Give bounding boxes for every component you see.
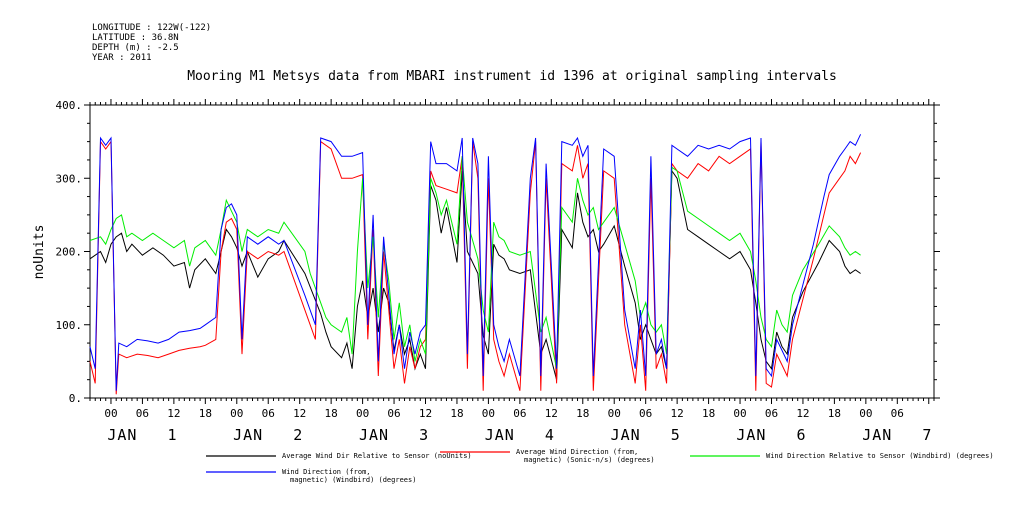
x-tick-label: 06 <box>387 407 400 420</box>
legend: Average Wind Dir Relative to Sensor (noU… <box>206 448 994 484</box>
legend-label: Wind Direction (from, <box>282 468 371 476</box>
x-tick-label: 00 <box>230 407 243 420</box>
day-label: JAN 6 <box>736 426 806 444</box>
legend-label: Average Wind Direction (from, <box>516 448 638 456</box>
x-tick-label: 12 <box>293 407 306 420</box>
x-tick-label: 06 <box>891 407 904 420</box>
y-tick-label: 300. <box>56 172 83 185</box>
depth-text: DEPTH (m) : -2.5 <box>92 43 179 53</box>
x-tick-label: 12 <box>545 407 558 420</box>
x-tick-label: 18 <box>450 407 463 420</box>
x-tick-label: 06 <box>262 407 275 420</box>
y-tick-label: 200. <box>56 246 83 259</box>
legend-label: Wind Direction Relative to Sensor (Windb… <box>766 452 994 460</box>
series-line-4 <box>89 134 862 391</box>
x-tick-label: 00 <box>608 407 621 420</box>
legend-label: Average Wind Dir Relative to Sensor (noU… <box>282 452 472 460</box>
x-tick-label: 06 <box>513 407 526 420</box>
legend-label-line2: magnetic) (Sonic-n/s) (degrees) <box>524 456 655 464</box>
x-tick-label: 18 <box>576 407 589 420</box>
x-tick-label: 12 <box>419 407 432 420</box>
y-tick-label: 0. <box>69 392 82 405</box>
series-line-1 <box>89 169 861 380</box>
longitude-text: LONGITUDE : 122W(-122) <box>92 23 211 33</box>
y-tick-label: 100. <box>56 319 83 332</box>
year-text: YEAR : 2011 <box>92 53 152 63</box>
legend-label-line2: magnetic) (Windbird) (degrees) <box>290 476 416 484</box>
day-label: JAN 4 <box>485 426 555 444</box>
x-tick-label: 18 <box>702 407 715 420</box>
x-tick-label: 00 <box>733 407 746 420</box>
latitude-text: LATITUDE : 36.8N <box>92 33 179 43</box>
day-label: JAN 3 <box>359 426 429 444</box>
x-tick-label: 12 <box>671 407 684 420</box>
x-tick-label: 00 <box>356 407 369 420</box>
y-axis-label: noUnits <box>32 225 47 280</box>
series-line-3 <box>89 156 861 369</box>
x-tick-label: 18 <box>325 407 338 420</box>
chart-title: Mooring M1 Metsys data from MBARI instru… <box>187 69 837 84</box>
x-tick-label: 06 <box>639 407 652 420</box>
x-tick-label: 00 <box>859 407 872 420</box>
x-tick-label: 06 <box>765 407 778 420</box>
x-tick-label: 06 <box>136 407 149 420</box>
x-tick-label: 12 <box>167 407 180 420</box>
x-tick-label: 18 <box>199 407 212 420</box>
y-tick-label: 400. <box>56 99 83 112</box>
x-tick-label: 00 <box>482 407 495 420</box>
x-tick-label: 00 <box>104 407 117 420</box>
day-label: JAN 7 <box>862 426 932 444</box>
x-tick-label: 12 <box>796 407 809 420</box>
plot-area: 0. 100. 200. 300. 400. 00 06 12 18 00 06 12 18 00 06 12… <box>56 99 940 444</box>
x-tick-label: 18 <box>828 407 841 420</box>
day-label: JAN 5 <box>611 426 681 444</box>
day-label: JAN 1 <box>107 426 177 444</box>
day-label: JAN 2 <box>233 426 303 444</box>
